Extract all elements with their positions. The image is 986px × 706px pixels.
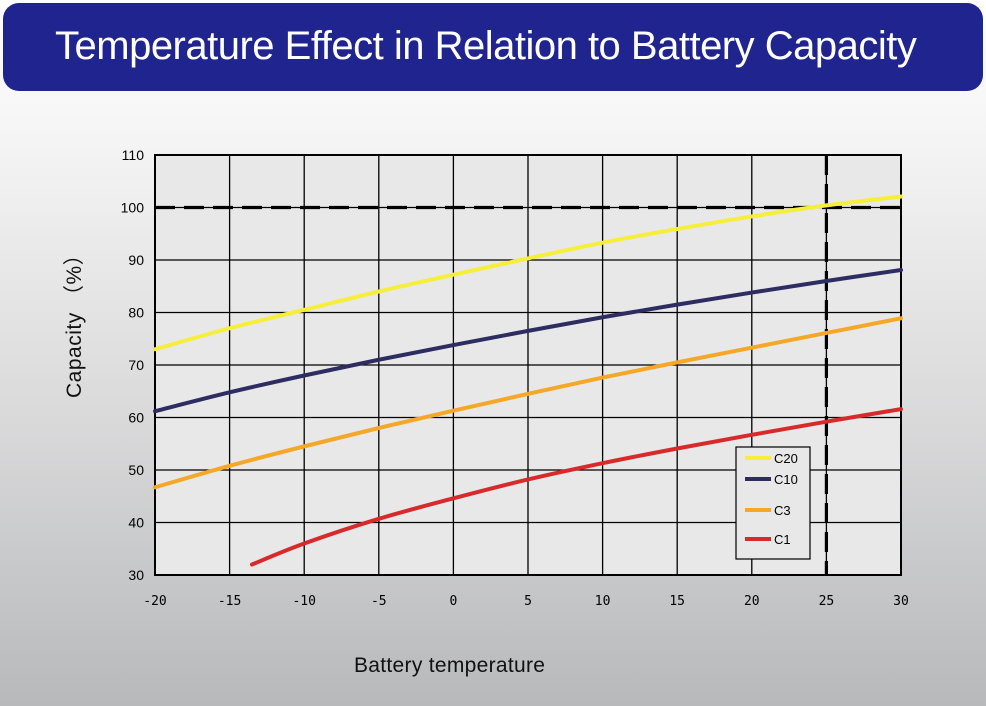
x-tick-label: 5 <box>524 594 532 609</box>
series-line-c20 <box>153 194 903 352</box>
legend-label-c10: C10 <box>774 472 798 487</box>
y-tick-labels: 30 40 50 60 70 80 90 100 110 <box>121 147 145 583</box>
y-tick-label: 40 <box>128 515 144 531</box>
legend-label-c3: C3 <box>774 503 791 518</box>
x-tick-label: 30 <box>893 594 909 609</box>
y-tick-label: 60 <box>128 410 144 426</box>
grid <box>154 154 902 576</box>
y-tick-label: 70 <box>128 357 144 373</box>
series-line-c10 <box>153 267 903 414</box>
page-title: Temperature Effect in Relation to Batter… <box>55 24 917 68</box>
reference-lines <box>155 155 901 575</box>
y-axis-label: Capacity （%） <box>63 243 86 398</box>
legend-label-c20: C20 <box>774 451 798 466</box>
series-lines <box>153 194 903 567</box>
x-tick-label: 25 <box>819 594 835 609</box>
y-tick-label: 90 <box>128 252 144 268</box>
y-tick-label: 100 <box>121 200 145 216</box>
legend: C20 C10 C3 C1 <box>735 446 811 560</box>
title-bar: Temperature Effect in Relation to Batter… <box>3 3 983 91</box>
x-tick-label: 20 <box>744 594 760 609</box>
x-tick-label: -5 <box>371 594 387 609</box>
x-tick-label: 15 <box>669 594 685 609</box>
series-line-c3 <box>153 316 903 490</box>
x-axis-label: Battery temperature <box>354 654 546 677</box>
y-tick-label: 110 <box>122 147 145 163</box>
y-tick-label: 30 <box>128 567 144 583</box>
x-tick-label: -15 <box>218 594 241 609</box>
legend-box <box>735 446 811 560</box>
y-tick-label: 80 <box>128 305 144 321</box>
y-tick-label: 50 <box>128 462 144 478</box>
x-tick-label: -20 <box>143 594 166 609</box>
legend-label-c1: C1 <box>774 532 791 547</box>
x-tick-label: 10 <box>595 594 611 609</box>
x-tick-labels: -20 -15 -10 -5 0 5 10 15 20 25 30 <box>143 594 909 609</box>
x-tick-label: 0 <box>449 594 457 609</box>
x-tick-label: -10 <box>292 594 315 609</box>
series-line-c1 <box>249 407 903 567</box>
